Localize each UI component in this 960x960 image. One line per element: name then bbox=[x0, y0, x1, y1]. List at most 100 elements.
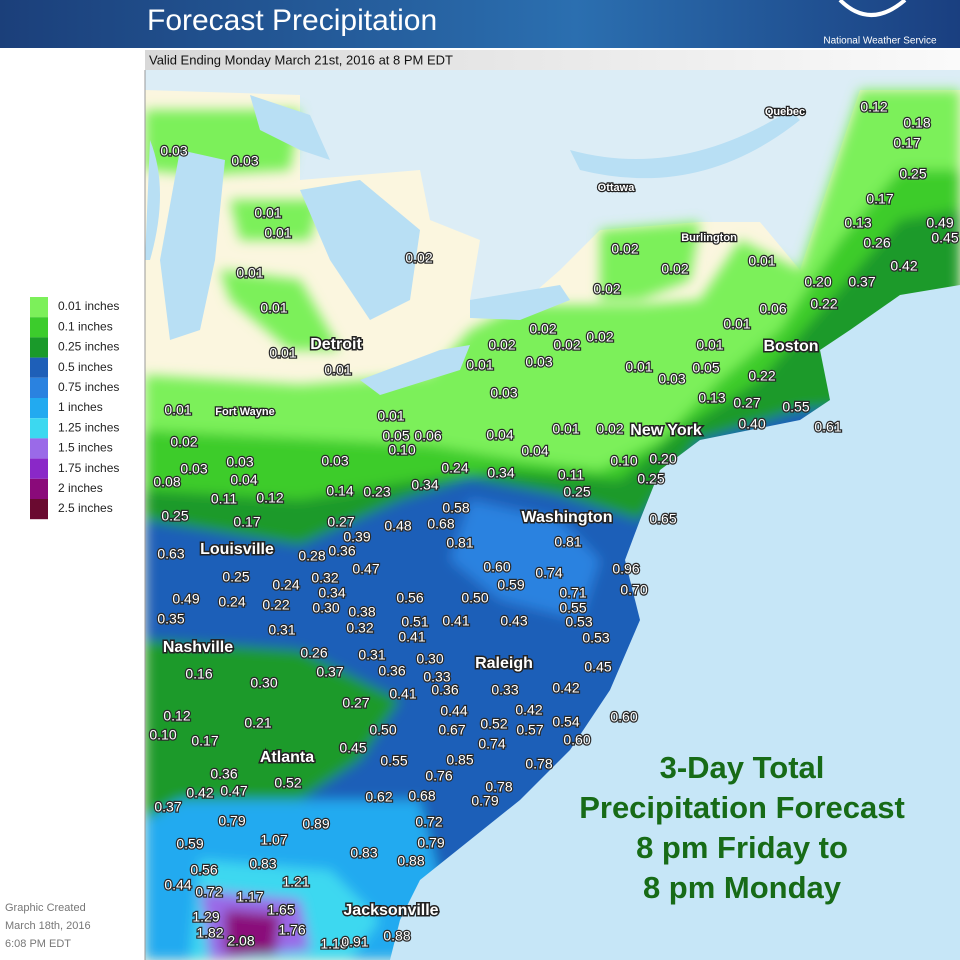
precip-amount: 0.14 bbox=[326, 483, 353, 499]
legend-swatch bbox=[30, 478, 48, 499]
legend-label: 1.75 inches bbox=[58, 461, 119, 475]
precip-amount: 0.02 bbox=[611, 241, 638, 257]
precip-amount: 0.22 bbox=[262, 597, 289, 613]
legend-swatch bbox=[30, 438, 48, 459]
precip-amount: 0.13 bbox=[844, 215, 871, 231]
precip-amount: 0.51 bbox=[401, 614, 428, 630]
precip-amount: 0.40 bbox=[738, 416, 765, 432]
precip-amount: 0.04 bbox=[521, 443, 548, 459]
precip-amount: 0.38 bbox=[348, 604, 375, 620]
precip-amount: 0.60 bbox=[483, 559, 510, 575]
city-label: Detroit bbox=[310, 336, 362, 353]
precip-amount: 0.01 bbox=[748, 253, 775, 269]
precip-amount: 0.34 bbox=[487, 465, 514, 481]
created-note: 6:08 PM EDT bbox=[5, 938, 71, 950]
precip-amount: 0.50 bbox=[369, 722, 396, 738]
precip-amount: 0.79 bbox=[417, 835, 444, 851]
precip-amount: 0.33 bbox=[491, 682, 518, 698]
map bbox=[145, 70, 960, 960]
precip-amount: 0.02 bbox=[661, 261, 688, 277]
precip-amount: 0.48 bbox=[384, 518, 411, 534]
legend-label: 2.5 inches bbox=[58, 501, 113, 515]
precip-amount: 0.02 bbox=[170, 434, 197, 450]
precip-amount: 0.36 bbox=[378, 663, 405, 679]
legend-label: 0.5 inches bbox=[58, 360, 113, 374]
precip-amount: 0.10 bbox=[388, 442, 415, 458]
precip-amount: 1.17 bbox=[236, 889, 263, 905]
precip-amount: 0.11 bbox=[211, 491, 237, 507]
precip-amount: 0.01 bbox=[254, 205, 281, 221]
precip-amount: 0.43 bbox=[500, 613, 527, 629]
precip-amount: 0.27 bbox=[342, 695, 369, 711]
precip-amount: 0.18 bbox=[903, 115, 930, 131]
precip-amount: 0.53 bbox=[582, 630, 609, 646]
legend-label: 0.1 inches bbox=[58, 319, 113, 333]
precip-amount: 0.01 bbox=[377, 408, 404, 424]
precip-amount: 0.27 bbox=[327, 514, 354, 530]
legend-label: 1 inches bbox=[58, 400, 103, 414]
precip-amount: 0.63 bbox=[157, 546, 184, 562]
precip-amount: 0.02 bbox=[529, 321, 556, 337]
city-label: Atlanta bbox=[260, 749, 314, 766]
precip-amount: 0.49 bbox=[926, 215, 953, 231]
precip-amount: 0.52 bbox=[480, 716, 507, 732]
created-note: March 18th, 2016 bbox=[5, 920, 91, 932]
precip-amount: 0.03 bbox=[226, 454, 253, 470]
precip-amount: 0.37 bbox=[316, 664, 343, 680]
precip-amount: 0.72 bbox=[195, 884, 222, 900]
precip-amount: 0.53 bbox=[565, 614, 592, 630]
precip-amount: 0.22 bbox=[810, 296, 837, 312]
precip-amount: 0.03 bbox=[160, 143, 187, 159]
precip-amount: 0.03 bbox=[180, 461, 207, 477]
precip-amount: 0.01 bbox=[625, 359, 652, 375]
precip-amount: 0.17 bbox=[191, 733, 218, 749]
precip-amount: 0.81 bbox=[554, 534, 581, 550]
precip-amount: 0.02 bbox=[405, 250, 432, 266]
precip-amount: 0.68 bbox=[427, 516, 454, 532]
precip-amount: 0.47 bbox=[352, 561, 379, 577]
precip-amount: 0.01 bbox=[236, 265, 263, 281]
precip-amount: 0.32 bbox=[346, 620, 373, 636]
precip-amount: 0.45 bbox=[339, 740, 366, 756]
precip-amount: 0.01 bbox=[324, 362, 351, 378]
precip-amount: 0.02 bbox=[596, 421, 623, 437]
precip-amount: 0.45 bbox=[931, 230, 958, 246]
caption-line: 3-Day Total bbox=[660, 750, 825, 785]
precip-amount: 0.44 bbox=[164, 877, 191, 893]
precip-amount: 1.07 bbox=[260, 832, 287, 848]
precip-amount: 0.71 bbox=[559, 585, 586, 601]
precip-amount: 0.24 bbox=[441, 460, 468, 476]
precip-amount: 0.21 bbox=[244, 715, 271, 731]
precip-amount: 0.70 bbox=[620, 582, 647, 598]
precip-amount: 0.05 bbox=[382, 428, 409, 444]
precip-amount: 0.26 bbox=[300, 645, 327, 661]
precip-amount: 1.76 bbox=[278, 922, 305, 938]
precip-amount: 0.39 bbox=[343, 529, 370, 545]
precip-amount: 0.27 bbox=[733, 395, 760, 411]
legend-label: 0.25 inches bbox=[58, 340, 119, 354]
caption-line: 8 pm Friday to bbox=[636, 830, 848, 865]
precip-amount: 0.12 bbox=[860, 99, 887, 115]
city-label: Ottawa bbox=[598, 182, 636, 194]
precip-amount: 1.18 bbox=[320, 936, 347, 952]
legend-swatch bbox=[30, 499, 48, 520]
precip-amount: 0.57 bbox=[516, 722, 543, 738]
precip-amount: 0.25 bbox=[637, 471, 664, 487]
precip-amount: 0.03 bbox=[525, 354, 552, 370]
precip-amount: 0.20 bbox=[804, 274, 831, 290]
precip-amount: 0.25 bbox=[899, 166, 926, 182]
precip-amount: 1.65 bbox=[267, 902, 294, 918]
precip-amount: 0.33 bbox=[423, 669, 450, 685]
valid-time: Valid Ending Monday March 21st, 2016 at … bbox=[149, 52, 453, 67]
precip-amount: 0.79 bbox=[218, 813, 245, 829]
precip-amount: 0.11 bbox=[558, 467, 584, 483]
precip-amount: 0.03 bbox=[490, 385, 517, 401]
precip-amount: 0.67 bbox=[438, 722, 465, 738]
title: Forecast Precipitation bbox=[147, 4, 437, 37]
map-labels: 0.03 0.03 0.01 0.01 0.02 0.01 0.01 0.01 0.01 0.02… bbox=[148, 98, 960, 953]
legend-swatch bbox=[30, 317, 48, 338]
precip-amount: 0.04 bbox=[230, 472, 257, 488]
precip-amount: 0.25 bbox=[563, 484, 590, 500]
precip-amount: 0.55 bbox=[380, 753, 407, 769]
precip-amount: 0.02 bbox=[488, 337, 515, 353]
